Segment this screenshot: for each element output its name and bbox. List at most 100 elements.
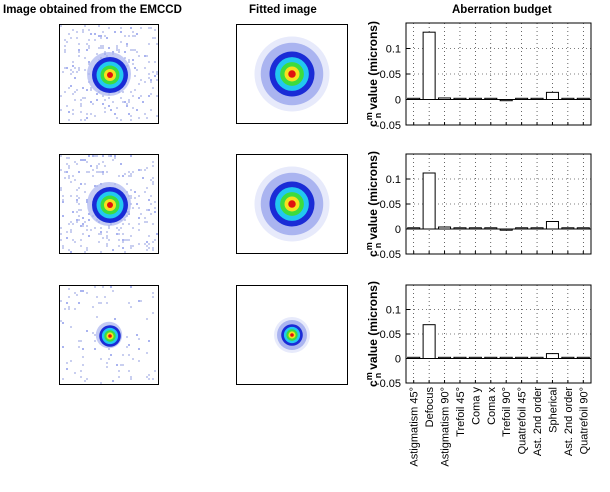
noise-pixel <box>128 35 130 37</box>
noise-pixel <box>94 340 96 342</box>
noise-pixel <box>152 312 154 314</box>
y-tick-label: 0.1 <box>386 174 401 186</box>
noise-pixel <box>96 165 98 167</box>
noise-pixel <box>104 51 106 53</box>
noise-pixel <box>132 95 134 97</box>
noise-pixel <box>112 290 114 292</box>
y-tick-label: 0 <box>395 224 401 236</box>
noise-pixel <box>68 296 70 298</box>
noise-pixel <box>116 233 118 235</box>
noise-pixel <box>72 71 74 73</box>
noise-pixel <box>86 249 88 251</box>
noise-pixel <box>98 47 100 49</box>
noise-pixel <box>88 155 90 157</box>
noise-pixel <box>72 65 74 67</box>
noise-pixel <box>68 33 70 35</box>
noise-pixel <box>98 241 100 243</box>
bar-4 <box>453 97 467 101</box>
noise-pixel <box>108 239 110 241</box>
noise-pixel <box>72 93 74 95</box>
spot-ring-4 <box>107 202 113 208</box>
noise-pixel <box>62 215 64 217</box>
noise-pixel <box>130 175 132 177</box>
bar-11 <box>561 97 575 101</box>
bar-1 <box>407 356 421 359</box>
noise-pixel <box>64 45 66 47</box>
noise-pixel <box>78 49 80 51</box>
noise-pixel <box>96 296 98 298</box>
bar-6 <box>484 97 498 101</box>
noise-pixel <box>86 49 88 51</box>
noise-pixel <box>82 217 84 219</box>
noise-pixel <box>88 235 90 237</box>
noise-pixel <box>130 189 132 191</box>
noise-pixel <box>122 364 124 366</box>
noise-pixel <box>118 175 120 177</box>
noise-pixel <box>108 227 110 229</box>
noise-pixel <box>102 45 104 47</box>
fitted-image-2 <box>236 154 348 254</box>
noise-pixel <box>78 203 80 205</box>
noise-pixel <box>86 43 88 45</box>
noise-pixel <box>118 245 120 247</box>
noise-pixel <box>148 243 150 245</box>
noise-pixel <box>100 171 102 173</box>
noise-pixel <box>138 229 140 231</box>
noise-pixel <box>76 219 78 221</box>
noise-pixel <box>94 334 96 336</box>
noise-pixel <box>86 229 88 231</box>
noise-pixel <box>62 247 64 249</box>
x-tick-label: Spherical <box>547 387 559 433</box>
noise-pixel <box>152 183 154 185</box>
noise-pixel <box>122 247 124 249</box>
noise-pixel <box>148 374 150 376</box>
noise-pixel <box>64 177 66 179</box>
noise-pixel <box>148 199 150 201</box>
noise-pixel <box>68 175 70 177</box>
noise-pixel <box>136 334 138 336</box>
noise-pixel <box>88 61 90 63</box>
bar-8 <box>515 356 529 359</box>
noise-pixel <box>94 33 96 35</box>
noise-pixel <box>108 348 110 350</box>
y-tick-label: 0.05 <box>380 329 401 341</box>
noise-pixel <box>114 157 116 159</box>
noise-pixel <box>84 159 86 161</box>
noise-pixel <box>80 290 82 292</box>
noise-pixel <box>128 302 130 304</box>
noise-pixel <box>62 201 64 203</box>
noise-pixel <box>92 175 94 177</box>
noise-pixel <box>128 213 130 215</box>
noise-pixel <box>68 308 70 310</box>
noise-pixel <box>60 233 62 235</box>
noise-pixel <box>152 223 154 225</box>
noise-pixel <box>138 207 140 209</box>
noise-pixel <box>98 35 100 37</box>
noise-pixel <box>100 45 102 47</box>
noise-pixel <box>134 89 136 91</box>
noise-pixel <box>66 231 68 233</box>
noise-pixel <box>76 163 78 165</box>
noise-pixel <box>76 294 78 296</box>
bar-6 <box>484 227 498 230</box>
noise-pixel <box>138 338 140 340</box>
noise-pixel <box>130 378 132 380</box>
noise-pixel <box>92 306 94 308</box>
noise-pixel <box>106 243 108 245</box>
noise-pixel <box>108 105 110 107</box>
noise-pixel <box>152 296 154 298</box>
noise-pixel <box>74 308 76 310</box>
noise-pixel <box>144 55 146 57</box>
noise-pixel <box>72 61 74 63</box>
noise-pixel <box>134 49 136 51</box>
noise-pixel <box>72 175 74 177</box>
noise-pixel <box>80 370 82 372</box>
noise-pixel <box>152 165 154 167</box>
noise-pixel <box>82 233 84 235</box>
bar-4 <box>453 356 467 359</box>
noise-pixel <box>78 51 80 53</box>
noise-pixel <box>120 41 122 43</box>
noise-pixel <box>78 69 80 71</box>
x-tick-label: Coma y <box>470 387 482 425</box>
